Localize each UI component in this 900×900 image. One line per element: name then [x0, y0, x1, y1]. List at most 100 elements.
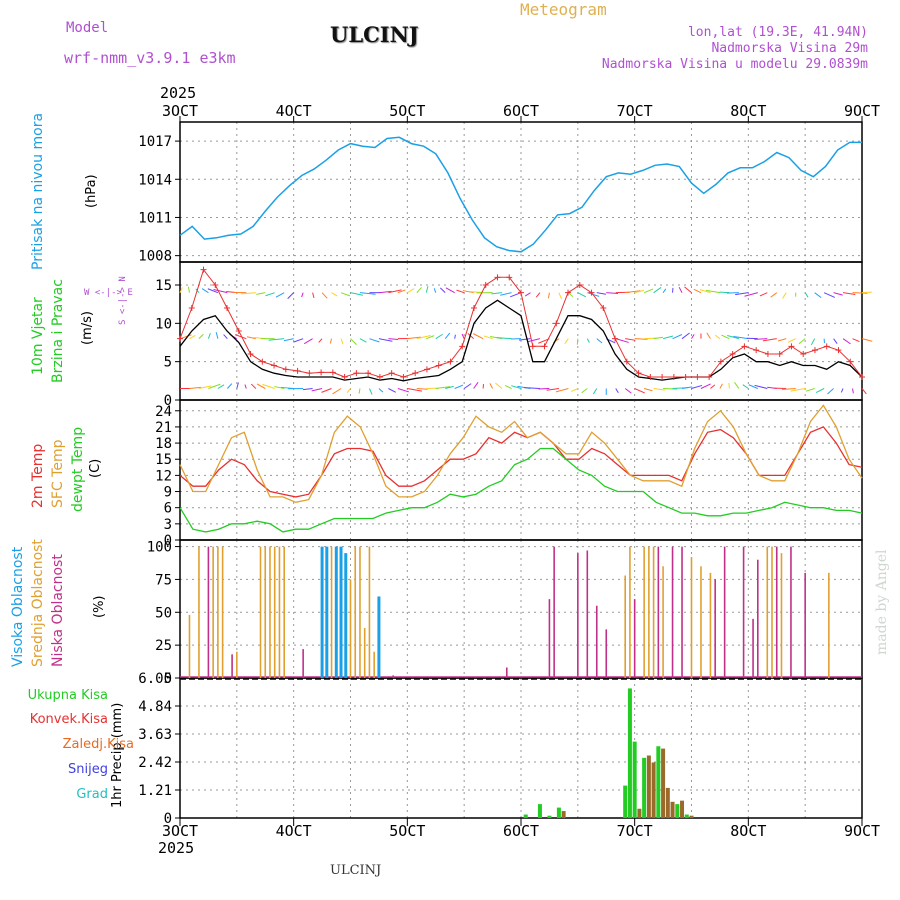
gust-marker [729, 351, 736, 357]
wind-arrow [596, 292, 607, 295]
wind-arrow [241, 292, 256, 295]
wind-arrow [378, 290, 392, 294]
wind-arrow [416, 334, 431, 340]
panel-frame-precip [179, 677, 863, 819]
date-label-top: 4OCT [276, 102, 312, 120]
wind-arrow [861, 291, 872, 294]
wind-arrow [564, 338, 569, 344]
wind-arrows [179, 286, 873, 395]
model-label: Model [66, 20, 109, 36]
wind-arrow [500, 292, 512, 296]
top-year: 2025 [160, 84, 197, 102]
wind-arrow [782, 292, 787, 299]
wind-arrow [426, 335, 435, 340]
gust-marker [447, 358, 454, 365]
wind-arrow [179, 334, 192, 340]
gust-marker [365, 370, 372, 377]
wind-arrow [754, 384, 768, 389]
wind-arrow [440, 287, 446, 294]
wind-arrow [842, 292, 856, 295]
product-title: Meteogram [520, 0, 607, 19]
wind-arrow [454, 334, 456, 339]
gust-marker [271, 362, 278, 369]
wind-arrow [555, 388, 569, 393]
y-tick-label: 1008 [138, 249, 172, 265]
wind-speed-line [179, 299, 863, 382]
wind-arrow [378, 388, 384, 393]
wind-arrow [678, 286, 683, 293]
wind-arrow [340, 338, 344, 345]
wind-arrow [444, 332, 451, 339]
wind-arrow [770, 292, 778, 298]
wind-arrow [691, 334, 695, 339]
y-tick-label: 0 [164, 393, 172, 409]
wind-arrow [700, 383, 711, 389]
precip-bar-conv [689, 815, 694, 818]
wind-arrow [625, 338, 636, 341]
wind-arrow [179, 287, 183, 293]
wind-arrow [491, 292, 503, 295]
gust-marker [235, 328, 242, 334]
gust-marker [435, 362, 442, 369]
wind-arrow [592, 388, 598, 395]
date-label-bottom: 9OCT [844, 822, 880, 840]
y-tick-label: 75 [155, 572, 172, 588]
wind-arrow [369, 338, 380, 343]
wind-arrow [331, 292, 338, 297]
wind-arrow [840, 388, 844, 393]
wind-arrow [861, 338, 873, 342]
wind-arrow [425, 286, 429, 293]
wind-arrow [407, 288, 415, 294]
gust-marker [400, 374, 407, 380]
wind-arrow [662, 335, 674, 340]
precip-legend-frozen: Zaledj.Kisa [62, 737, 134, 752]
y-tick-label: 9 [164, 485, 172, 501]
gust-marker [717, 358, 724, 365]
wind-arrow [435, 333, 443, 340]
gust-marker [506, 274, 513, 281]
wind-arrow [234, 334, 247, 340]
precip-bar-total [547, 815, 552, 818]
model-elevation-info: Nadmorska Visina u modelu 29.0839m [601, 57, 868, 72]
wind-arrow [615, 388, 619, 394]
precip-bar-conv [665, 787, 670, 818]
precip-bar-total [627, 688, 632, 818]
gust-marker [659, 374, 666, 380]
wind-arrow [719, 291, 730, 294]
gust-marker [682, 374, 689, 380]
wind-arrow [852, 292, 868, 294]
wind-arrow [407, 336, 421, 340]
gust-marker [188, 305, 195, 311]
y-tick-label: 2.42 [138, 755, 172, 771]
wind-arrow [189, 386, 202, 389]
wind-arrow [461, 333, 465, 339]
wind-arrow [244, 384, 247, 389]
date-label-top: 5OCT [389, 102, 425, 120]
wind-arrow [207, 332, 211, 339]
wind-arrow [798, 338, 806, 345]
wind-arrow [378, 338, 393, 342]
precip-legend-snow: Snijeg [68, 762, 108, 777]
gust-marker [588, 289, 595, 296]
wind-arrow [570, 388, 579, 392]
y-tick-label: 4.84 [138, 699, 172, 715]
y-tick-label: 1.21 [138, 783, 172, 799]
gust-marker [294, 367, 301, 374]
y-tick-label: 1017 [138, 134, 172, 150]
wind-arrow [359, 292, 376, 295]
wind-arrow [302, 388, 313, 391]
gust-marker [376, 374, 383, 380]
wind-arrow [781, 388, 796, 390]
bottom-year: 2025 [158, 839, 195, 857]
gust-marker [224, 305, 231, 311]
wind-arrow [416, 287, 422, 294]
panel-frame-clouds [179, 539, 863, 679]
wind-arrow [719, 383, 723, 389]
gust-marker [494, 274, 501, 281]
wind-arrow [653, 287, 662, 294]
wind-arrow [547, 292, 550, 299]
y-tick-label: 25 [155, 638, 172, 654]
wind-arrow [368, 388, 373, 395]
wind-arrow [445, 287, 455, 294]
date-label-top: 9OCT [844, 102, 880, 120]
